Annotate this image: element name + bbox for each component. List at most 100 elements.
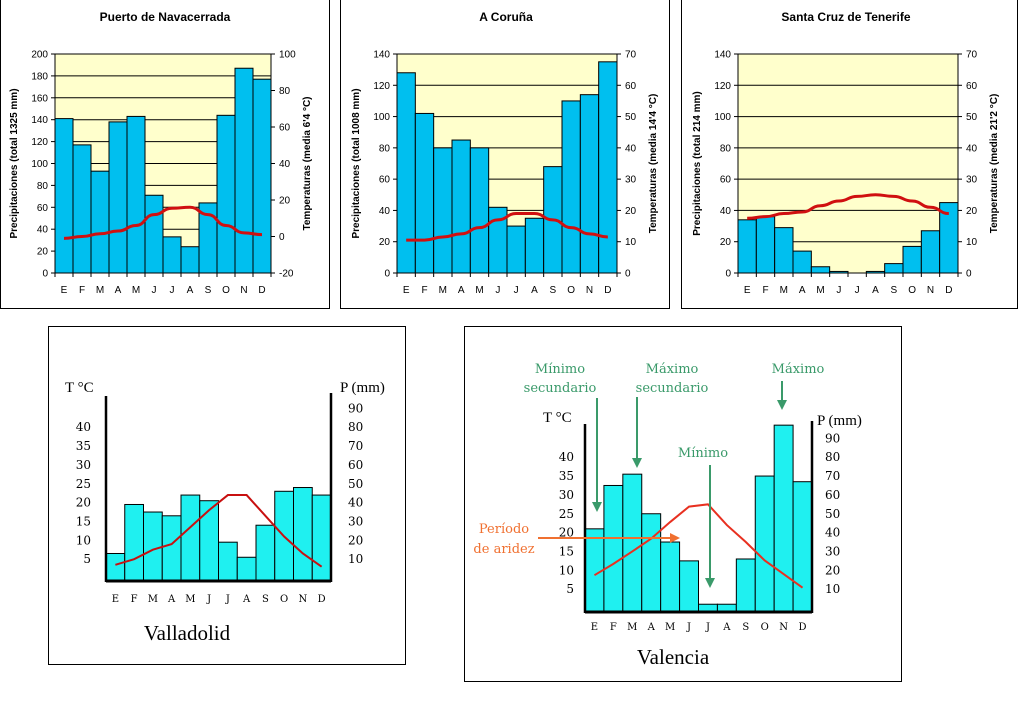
precip-tick-label: 20: [825, 563, 840, 577]
arrowhead-icon: [705, 578, 715, 588]
left-tick-label: 20: [379, 237, 391, 248]
left-tick-label: 60: [720, 175, 732, 186]
precip-tick-label: 80: [825, 450, 840, 464]
month-label: A: [722, 622, 731, 633]
temp-tick-label: 25: [76, 477, 91, 491]
temp-tick-label: 35: [559, 469, 574, 483]
left-tick-label: 100: [714, 112, 731, 123]
month-label: O: [280, 594, 288, 605]
right-tick-label: 10: [625, 237, 637, 248]
temp-tick-label: 25: [559, 507, 574, 521]
month-label: J: [495, 285, 500, 296]
month-label: E: [112, 594, 119, 605]
right-tick-label: 30: [625, 175, 637, 186]
month-label: J: [206, 594, 211, 605]
left-tick-label: 200: [31, 50, 48, 61]
precip-tick-label: 70: [825, 469, 840, 483]
right-tick-label: 20: [966, 206, 978, 217]
arrowhead-icon: [670, 533, 680, 543]
arrowhead-icon: [777, 400, 787, 410]
right-tick-label: 60: [625, 81, 637, 92]
month-label: N: [299, 594, 308, 605]
precip-bar: [579, 94, 600, 274]
right-tick-label: 100: [279, 50, 296, 61]
precip-tick-label: 10: [348, 552, 363, 566]
temp-tick-label: 35: [76, 439, 91, 453]
temperature-line: [115, 494, 323, 568]
month-label: A: [242, 594, 251, 605]
precip-bar: [143, 511, 163, 582]
temp-tick-label: 10: [76, 533, 91, 547]
month-label: M: [665, 622, 675, 633]
temp-tick-label: 40: [559, 450, 574, 464]
month-label: S: [742, 622, 749, 633]
precip-bar: [679, 560, 699, 613]
right-tick-label: 50: [625, 112, 637, 123]
valencia-annotations: Mínimo secundario Máximo secundario Máximo Mí…: [473, 362, 825, 588]
city-label: Valladolid: [144, 621, 231, 645]
precip-tick-label: 30: [348, 514, 363, 528]
precip-bar: [108, 121, 128, 274]
precip-tick-label: 20: [348, 533, 363, 547]
precip-bar: [810, 266, 831, 274]
left-tick-label: 20: [37, 247, 49, 258]
annotation-text: secundario: [524, 381, 597, 396]
annotation-text: Período: [479, 522, 529, 537]
month-label: M: [148, 594, 158, 605]
annotation-text: secundario: [636, 381, 709, 396]
precip-bar: [735, 558, 756, 613]
right-tick-label: 70: [966, 50, 978, 61]
precip-bar: [90, 170, 110, 274]
precip-bar: [161, 515, 182, 582]
month-label: E: [403, 285, 410, 296]
left-tick-label: 120: [373, 81, 390, 92]
precip-bar: [792, 481, 813, 613]
month-label: S: [262, 594, 269, 605]
temperature-line: [747, 193, 949, 220]
panel-coruna: [340, 0, 670, 309]
right-tick-label: 30: [966, 175, 978, 186]
temp-axis-label: T °C: [543, 410, 572, 426]
precip-bar: [252, 78, 272, 274]
annotation-text: Mínimo: [678, 446, 728, 461]
precip-bar: [144, 194, 164, 274]
month-label: D: [258, 285, 265, 296]
month-label: J: [686, 622, 691, 633]
precip-bar: [737, 219, 757, 274]
precip-bar: [660, 541, 681, 613]
month-label: M: [439, 285, 447, 296]
month-label: A: [187, 285, 194, 296]
precip-bar: [72, 144, 92, 274]
left-tick-label: 80: [37, 181, 49, 192]
right-tick-label: 70: [625, 50, 637, 61]
right-tick-label: 0: [279, 232, 285, 243]
left-tick-label: 60: [379, 175, 391, 186]
precip-bar: [180, 494, 201, 582]
month-label: O: [222, 285, 230, 296]
month-label: D: [318, 594, 326, 605]
left-tick-label: 0: [384, 269, 390, 280]
right-tick-label: 0: [625, 269, 631, 280]
precip-bar: [902, 245, 922, 274]
precip-bar: [792, 250, 812, 274]
temp-tick-label: 30: [559, 488, 574, 502]
month-label: O: [908, 285, 916, 296]
y-axis-label: Precipitaciones (total 214 mm): [692, 91, 703, 236]
panel-valladolid: [48, 326, 406, 665]
month-label: M: [780, 285, 788, 296]
precip-tick-label: 80: [348, 420, 363, 434]
month-label: F: [131, 594, 138, 605]
month-label: E: [744, 285, 751, 296]
month-label: S: [205, 285, 212, 296]
month-label: M: [96, 285, 104, 296]
left-tick-label: 80: [720, 143, 732, 154]
panel-navacerrada: [0, 0, 330, 309]
left-tick-label: 140: [373, 50, 390, 61]
month-label: S: [890, 285, 897, 296]
precip-bar: [506, 225, 526, 274]
precip-bar: [884, 263, 904, 274]
left-tick-label: 40: [720, 206, 732, 217]
